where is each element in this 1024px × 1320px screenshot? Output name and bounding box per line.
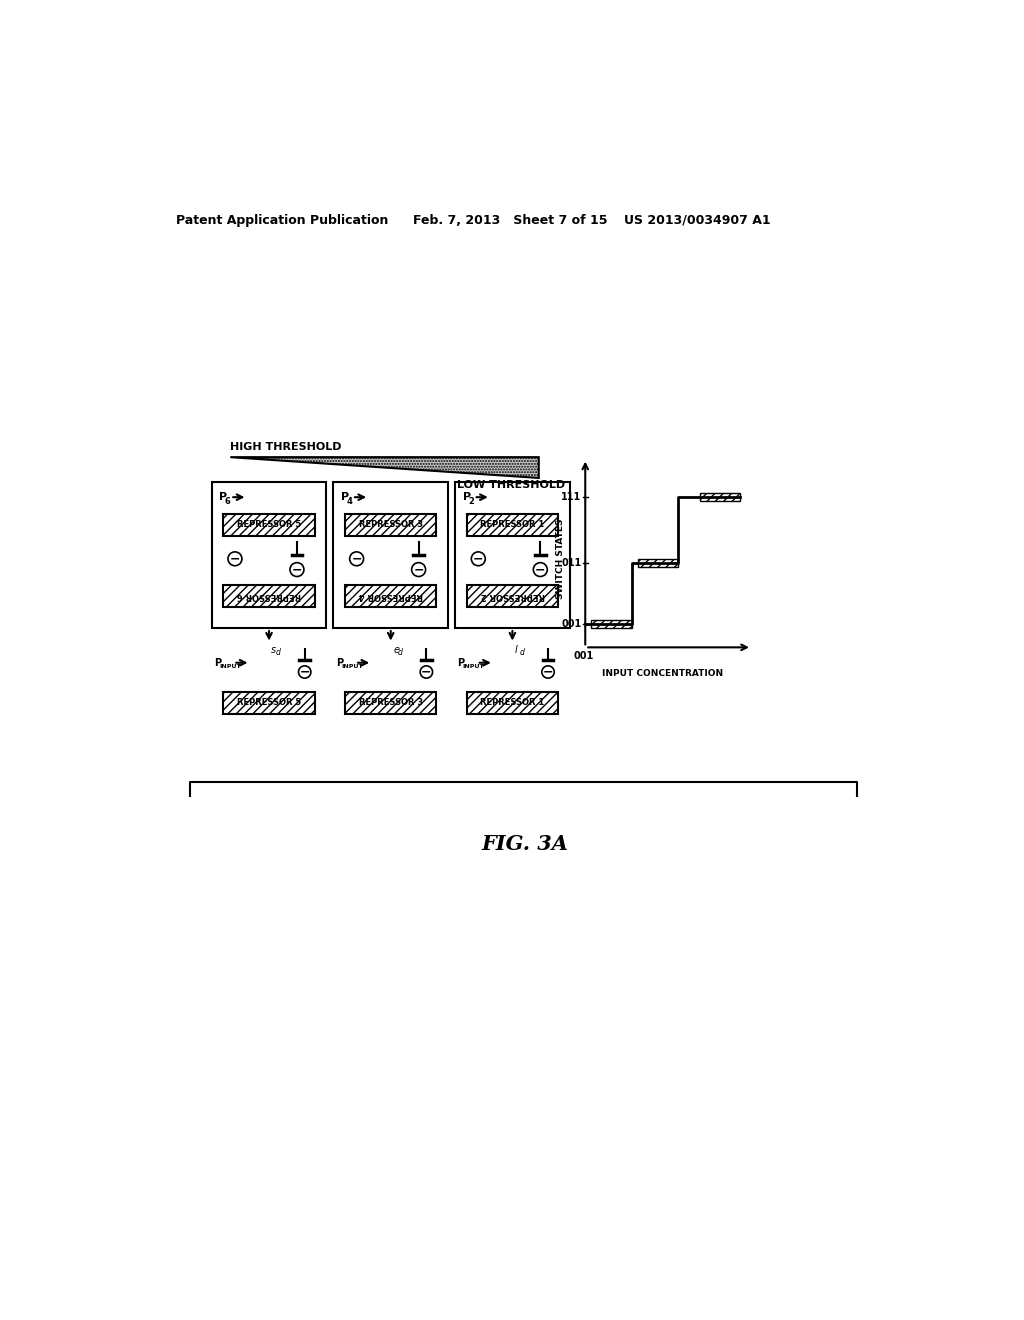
Text: REPRESSOR 4: REPRESSOR 4: [358, 591, 423, 601]
Text: −: −: [229, 552, 241, 565]
Text: d: d: [276, 648, 281, 657]
Text: REPRESSOR 5: REPRESSOR 5: [237, 520, 301, 529]
Text: −: −: [299, 665, 310, 678]
Text: −: −: [292, 564, 302, 576]
Text: P: P: [463, 492, 471, 502]
Bar: [212, 482, 327, 628]
Text: 001: 001: [561, 619, 582, 630]
Text: d: d: [519, 648, 524, 657]
Text: Patent Application Publication: Patent Application Publication: [176, 214, 388, 227]
Text: 4: 4: [346, 496, 352, 506]
Bar: [223, 585, 314, 607]
Circle shape: [228, 552, 242, 566]
Circle shape: [534, 562, 547, 577]
Bar: [467, 692, 558, 714]
Text: −: −: [536, 564, 546, 576]
Bar: [334, 482, 449, 628]
Text: l: l: [515, 645, 517, 655]
Text: INPUT CONCENTRATION: INPUT CONCENTRATION: [602, 669, 723, 678]
Text: HIGH THRESHOLD: HIGH THRESHOLD: [230, 442, 342, 451]
Text: −: −: [473, 552, 483, 565]
Text: P: P: [341, 492, 349, 502]
Text: INPUT: INPUT: [463, 664, 484, 669]
Text: 6: 6: [225, 496, 230, 506]
Bar: [467, 585, 558, 607]
Text: P: P: [336, 657, 343, 668]
Text: REPRESSOR 3: REPRESSOR 3: [358, 698, 423, 708]
Bar: [345, 692, 436, 714]
Circle shape: [471, 552, 485, 566]
Text: P: P: [214, 657, 221, 668]
Text: INPUT: INPUT: [219, 664, 241, 669]
Text: INPUT: INPUT: [341, 664, 362, 669]
Text: 2: 2: [468, 496, 474, 506]
Text: REPRESSOR 6: REPRESSOR 6: [237, 591, 301, 601]
Bar: [345, 585, 436, 607]
Bar: [455, 482, 569, 628]
Circle shape: [420, 665, 432, 678]
Text: −: −: [421, 665, 432, 678]
Text: 001: 001: [573, 651, 594, 661]
Circle shape: [349, 552, 364, 566]
Text: P: P: [219, 492, 227, 502]
Bar: [223, 692, 314, 714]
Text: d: d: [397, 648, 402, 657]
Bar: [592, 620, 632, 628]
Text: −: −: [351, 552, 361, 565]
Text: REPRESSOR 2: REPRESSOR 2: [480, 591, 545, 601]
Text: REPRESSOR 1: REPRESSOR 1: [480, 520, 545, 529]
Bar: [700, 494, 740, 502]
Circle shape: [542, 665, 554, 678]
Circle shape: [290, 562, 304, 577]
Text: −: −: [414, 564, 424, 576]
Text: 011: 011: [561, 557, 582, 568]
Bar: [638, 558, 678, 566]
Text: SWITCH STATES: SWITCH STATES: [556, 519, 565, 599]
Text: LOW THRESHOLD: LOW THRESHOLD: [458, 480, 565, 490]
Circle shape: [299, 665, 311, 678]
Text: −: −: [543, 665, 553, 678]
Text: e: e: [393, 645, 399, 655]
Text: REPRESSOR 1: REPRESSOR 1: [480, 698, 545, 708]
Bar: [467, 515, 558, 536]
Text: US 2013/0034907 A1: US 2013/0034907 A1: [624, 214, 771, 227]
Circle shape: [412, 562, 426, 577]
Polygon shape: [230, 457, 539, 478]
Bar: [345, 515, 436, 536]
Text: REPRESSOR 5: REPRESSOR 5: [237, 698, 301, 708]
Bar: [223, 515, 314, 536]
Text: 111: 111: [561, 492, 582, 502]
Text: s: s: [271, 645, 276, 655]
Text: REPRESSOR 3: REPRESSOR 3: [358, 520, 423, 529]
Text: P: P: [458, 657, 465, 668]
Text: FIG. 3A: FIG. 3A: [481, 834, 568, 854]
Text: Feb. 7, 2013   Sheet 7 of 15: Feb. 7, 2013 Sheet 7 of 15: [414, 214, 607, 227]
